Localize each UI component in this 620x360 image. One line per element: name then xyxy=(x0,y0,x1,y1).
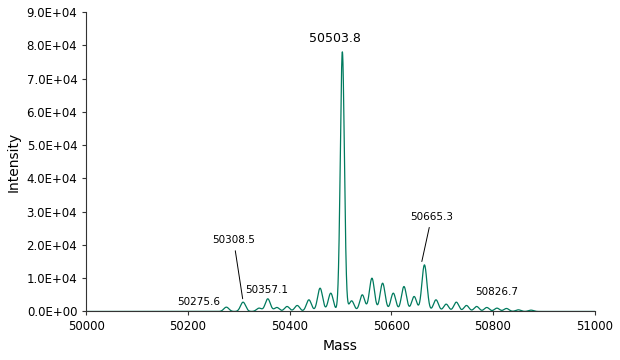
Text: 50665.3: 50665.3 xyxy=(410,212,453,261)
Text: 50357.1: 50357.1 xyxy=(246,285,288,295)
X-axis label: Mass: Mass xyxy=(323,339,358,353)
Text: 50503.8: 50503.8 xyxy=(309,32,361,45)
Text: 50275.6: 50275.6 xyxy=(177,297,221,307)
Y-axis label: Intensity: Intensity xyxy=(7,132,21,192)
Text: 50826.7: 50826.7 xyxy=(476,288,518,297)
Text: 50308.5: 50308.5 xyxy=(212,235,255,299)
